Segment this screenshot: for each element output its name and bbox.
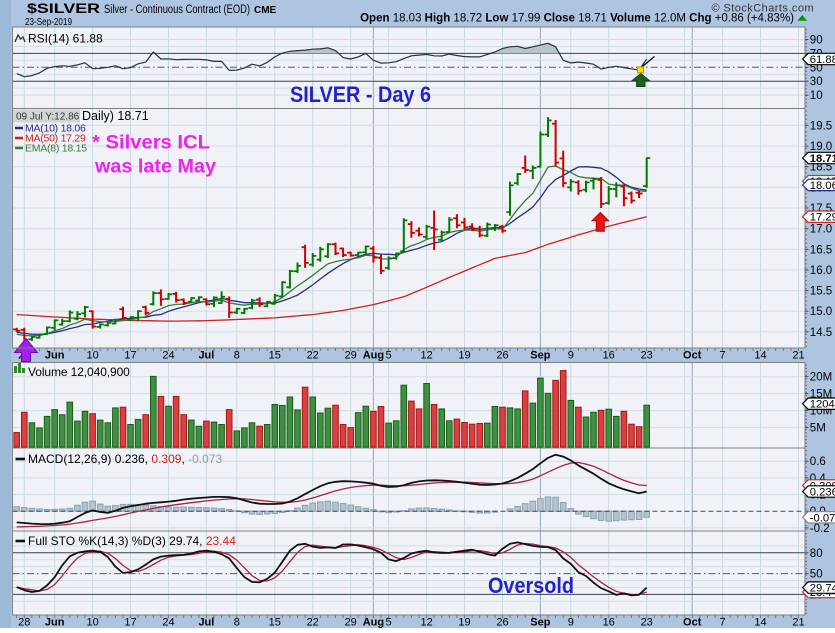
svg-text:19.5: 19.5 <box>810 120 832 132</box>
svg-text:20M: 20M <box>810 372 832 384</box>
svg-text:15: 15 <box>269 616 281 628</box>
svg-text:8: 8 <box>234 349 240 361</box>
svg-text:10: 10 <box>86 616 98 628</box>
svg-text:EMA(8) 18.15: EMA(8) 18.15 <box>25 143 87 155</box>
svg-text:5M: 5M <box>810 423 826 435</box>
svg-text:MACD(12,26,9) 0.236, 0.309, -0: MACD(12,26,9) 0.236, 0.309, -0.073 <box>28 452 222 466</box>
svg-text:26: 26 <box>496 349 508 361</box>
svg-text:24: 24 <box>162 349 174 361</box>
svg-text:Full STO %K(14,3) %D(3) 29.74,: Full STO %K(14,3) %D(3) 29.74, 23.44 <box>28 534 236 548</box>
svg-text:Sep: Sep <box>530 616 550 628</box>
svg-text:29.74: 29.74 <box>810 583 835 595</box>
svg-text:23: 23 <box>641 616 653 628</box>
svg-text:19: 19 <box>458 616 470 628</box>
svg-text:18.71: 18.71 <box>810 153 835 165</box>
svg-text:SILVER - Day 6: SILVER - Day 6 <box>290 82 431 107</box>
svg-text:17.29: 17.29 <box>810 212 835 224</box>
svg-text:80: 80 <box>810 548 823 560</box>
svg-text:16.0: 16.0 <box>810 265 832 277</box>
svg-text:10: 10 <box>810 90 823 102</box>
svg-text:Oct: Oct <box>683 349 702 361</box>
svg-text:Jul: Jul <box>198 349 214 361</box>
svg-text:Sep: Sep <box>530 349 550 361</box>
svg-text:23-Sep-2019: 23-Sep-2019 <box>25 16 72 28</box>
svg-text:28: 28 <box>18 616 30 628</box>
svg-text:16: 16 <box>603 616 615 628</box>
svg-text:15: 15 <box>269 349 281 361</box>
svg-text:Volume 12,040,900: Volume 12,040,900 <box>28 365 130 379</box>
svg-text:24: 24 <box>162 616 174 628</box>
svg-text:Jul: Jul <box>198 616 214 628</box>
svg-text:90: 90 <box>810 35 823 47</box>
svg-text:1204090: 1204090 <box>810 399 835 411</box>
svg-text:9: 9 <box>568 616 574 628</box>
svg-text:5: 5 <box>386 349 392 361</box>
svg-text:15.5: 15.5 <box>810 286 832 298</box>
svg-text:16.5: 16.5 <box>810 244 832 256</box>
svg-text:Jun: Jun <box>45 616 65 628</box>
svg-text:7: 7 <box>720 616 726 628</box>
svg-text:Aug: Aug <box>363 349 384 361</box>
svg-text:22: 22 <box>307 616 319 628</box>
svg-text:61.88: 61.88 <box>810 54 835 66</box>
svg-text:0.236: 0.236 <box>810 487 835 499</box>
svg-text:18.06: 18.06 <box>810 180 835 192</box>
svg-text:14.5: 14.5 <box>810 327 832 339</box>
svg-text:9: 9 <box>568 349 574 361</box>
svg-text:Jun: Jun <box>45 349 65 361</box>
svg-text:21: 21 <box>792 349 804 361</box>
svg-text:0.6: 0.6 <box>810 456 826 468</box>
svg-text:Oversold: Oversold <box>488 573 574 598</box>
svg-text:Daily) 18.71: Daily) 18.71 <box>82 109 149 123</box>
svg-text:12: 12 <box>420 616 432 628</box>
svg-text:17: 17 <box>124 616 136 628</box>
svg-text:14: 14 <box>754 349 766 361</box>
svg-text:Silver - Continuous Contract (: Silver - Continuous Contract (EOD) <box>104 4 250 16</box>
svg-text:50: 50 <box>810 569 823 581</box>
svg-text:29: 29 <box>345 349 357 361</box>
svg-text:$SILVER: $SILVER <box>27 1 100 16</box>
svg-text:21: 21 <box>792 616 804 628</box>
svg-text:5: 5 <box>386 616 392 628</box>
svg-text:Open 18.03 High 18.72 Low 17.9: Open 18.03 High 18.72 Low 17.99 Close 18… <box>360 12 794 24</box>
svg-text:Oct: Oct <box>683 616 702 628</box>
svg-text:14: 14 <box>754 616 766 628</box>
svg-text:8: 8 <box>234 616 240 628</box>
svg-text:7: 7 <box>720 349 726 361</box>
svg-text:22: 22 <box>307 349 319 361</box>
svg-text:-0.2: -0.2 <box>810 523 830 535</box>
svg-text:was late May: was late May <box>94 156 216 178</box>
svg-text:15.0: 15.0 <box>810 306 832 318</box>
svg-text:09 Jul Y:12.86: 09 Jul Y:12.86 <box>16 112 80 123</box>
svg-text:CME: CME <box>254 5 277 16</box>
svg-text:RSI(14) 61.88: RSI(14) 61.88 <box>28 32 103 46</box>
svg-text:16: 16 <box>603 349 615 361</box>
svg-text:30: 30 <box>810 76 823 88</box>
svg-text:17.0: 17.0 <box>810 224 832 236</box>
svg-text:23: 23 <box>641 349 653 361</box>
svg-text:19: 19 <box>458 349 470 361</box>
svg-text:26: 26 <box>496 616 508 628</box>
svg-text:29: 29 <box>345 616 357 628</box>
svg-text:-0.073: -0.073 <box>810 512 835 524</box>
svg-text:* Silvers ICL: * Silvers ICL <box>92 132 210 154</box>
svg-text:19.0: 19.0 <box>810 141 832 153</box>
svg-text:17: 17 <box>124 349 136 361</box>
svg-text:12: 12 <box>420 349 432 361</box>
svg-text:Aug: Aug <box>363 616 384 628</box>
svg-text:10: 10 <box>86 349 98 361</box>
